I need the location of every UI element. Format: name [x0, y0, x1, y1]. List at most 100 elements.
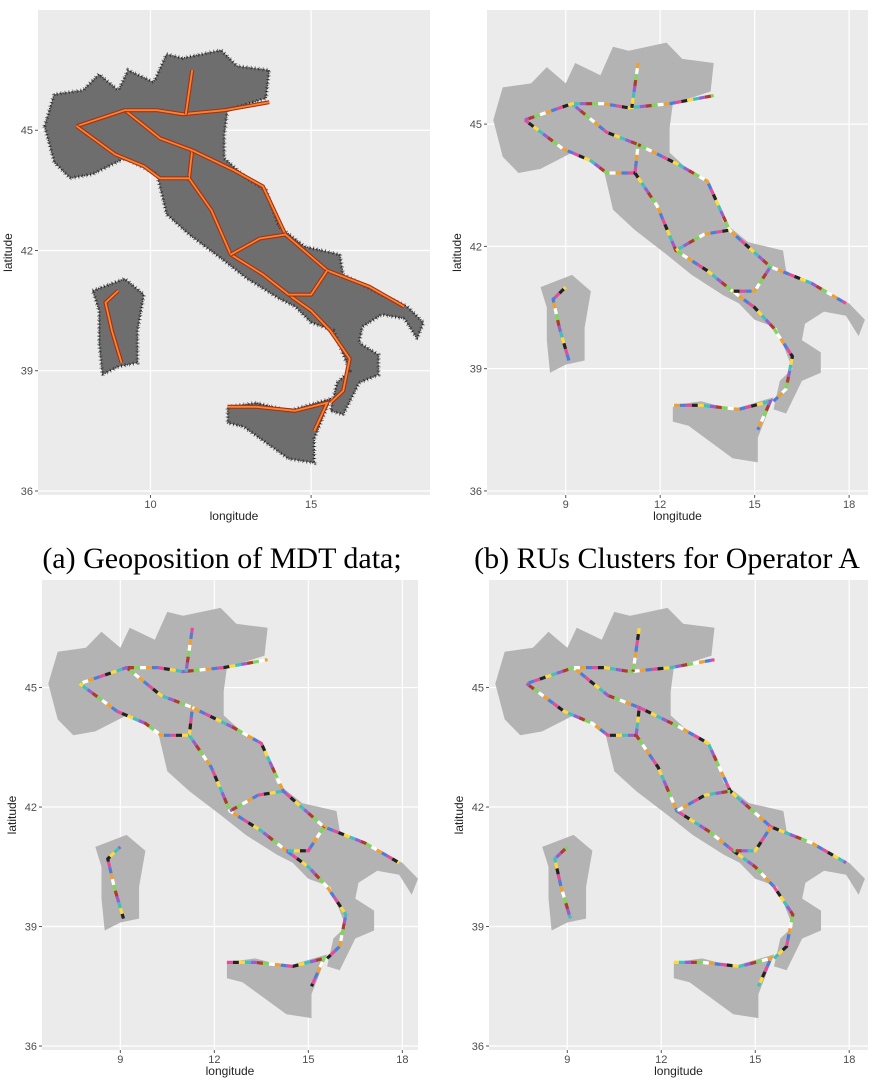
road-cluster: [672, 398, 774, 431]
road-cluster: [286, 826, 326, 853]
land: [495, 607, 865, 971]
y-tick-label: 45: [25, 683, 37, 695]
y-axis-title: latitude: [1, 233, 15, 272]
road-cluster: [551, 285, 571, 361]
road-cluster: [570, 102, 734, 293]
y-axis-title: latitude: [450, 233, 464, 272]
road-cluster: [525, 682, 637, 737]
road-cluster: [631, 627, 641, 672]
road-cluster: [78, 682, 190, 737]
road-cluster: [673, 956, 774, 987]
x-tick-label: 9: [117, 1054, 123, 1066]
road-cluster: [526, 658, 715, 686]
road-cluster: [637, 143, 847, 305]
road-cluster: [732, 849, 795, 960]
road-cluster: [572, 666, 735, 853]
x-tick-label: 18: [396, 1054, 408, 1066]
road-cluster: [637, 143, 847, 305]
road-cluster: [732, 265, 772, 293]
road-cluster: [523, 118, 635, 175]
land: [226, 954, 328, 1019]
road-cluster: [572, 666, 735, 853]
road-cluster: [553, 845, 572, 920]
x-tick-label: 15: [749, 1054, 761, 1066]
road-cluster: [78, 682, 190, 737]
land: [493, 42, 865, 414]
land: [43, 49, 425, 416]
road-cluster: [631, 627, 641, 672]
road-cluster: [79, 658, 268, 686]
road-cluster: [570, 102, 734, 293]
road-cluster: [525, 682, 637, 737]
road-cluster: [523, 118, 635, 175]
road-cluster: [229, 789, 284, 813]
road-cluster: [184, 627, 194, 672]
y-tick-label: 45: [470, 119, 482, 131]
road: [288, 270, 328, 296]
panel: 10 15 36 39 42 45 longitude latitude (a) Geoposi…: [1, 10, 430, 575]
y-tick-label: 39: [25, 922, 37, 934]
road-cluster: [524, 94, 714, 122]
road: [227, 401, 329, 432]
y-tick-label: 39: [21, 366, 33, 378]
road-cluster: [78, 682, 190, 737]
x-tick-label: 12: [655, 1054, 667, 1066]
road-cluster: [226, 956, 327, 987]
road-cluster: [125, 666, 288, 853]
x-tick-label: 15: [749, 499, 761, 511]
land: [48, 607, 419, 971]
road-cluster: [630, 62, 640, 109]
y-tick-label: 42: [21, 245, 33, 257]
road-cluster: [286, 826, 326, 853]
road-cluster: [184, 627, 194, 672]
road-cluster: [106, 845, 126, 920]
road-cluster: [675, 228, 730, 252]
road-cluster: [572, 666, 735, 853]
x-axis-title: longitude: [653, 509, 702, 523]
y-axis-title: latitude: [452, 795, 466, 834]
road-cluster: [229, 789, 284, 813]
road-cluster: [732, 849, 795, 960]
road: [124, 109, 290, 296]
road: [288, 293, 351, 404]
road-cluster: [733, 826, 773, 853]
road-cluster: [229, 789, 284, 813]
road-cluster: [570, 102, 734, 293]
road-cluster: [106, 845, 126, 920]
road-cluster: [631, 627, 641, 672]
road-cluster: [733, 826, 773, 853]
road: [76, 101, 270, 128]
road-cluster: [526, 658, 715, 686]
road-cluster: [675, 228, 730, 252]
y-tick-label: 39: [470, 364, 482, 376]
road: [230, 233, 286, 256]
road-cluster: [286, 826, 326, 853]
road-cluster: [525, 682, 637, 737]
road-cluster: [551, 285, 571, 361]
x-axis-title: longitude: [654, 1064, 703, 1078]
panel: 9 12 15 18 36 39 42 45 longitude latitude (b) RUs …: [450, 10, 868, 575]
x-tick-label: 9: [564, 1054, 570, 1066]
y-tick-label: 36: [25, 1041, 37, 1053]
road-cluster: [125, 666, 288, 853]
road-cluster: [732, 849, 795, 960]
road-cluster: [553, 845, 572, 920]
road-cluster: [676, 789, 731, 813]
point-cloud: [225, 395, 334, 466]
road-cluster: [553, 845, 572, 920]
road-cluster: [191, 706, 400, 865]
x-tick-label: 12: [654, 499, 666, 511]
road-cluster: [672, 398, 774, 431]
road: [104, 289, 123, 363]
road-cluster: [731, 289, 795, 403]
road-cluster: [731, 289, 795, 403]
road-cluster: [676, 789, 731, 813]
x-tick-label: 10: [144, 499, 156, 511]
y-tick-label: 42: [25, 802, 37, 814]
road-cluster: [125, 666, 288, 853]
x-tick-label: 15: [305, 499, 317, 511]
x-tick-label: 18: [843, 1054, 855, 1066]
y-tick-label: 42: [470, 241, 482, 253]
road-cluster: [672, 398, 774, 431]
